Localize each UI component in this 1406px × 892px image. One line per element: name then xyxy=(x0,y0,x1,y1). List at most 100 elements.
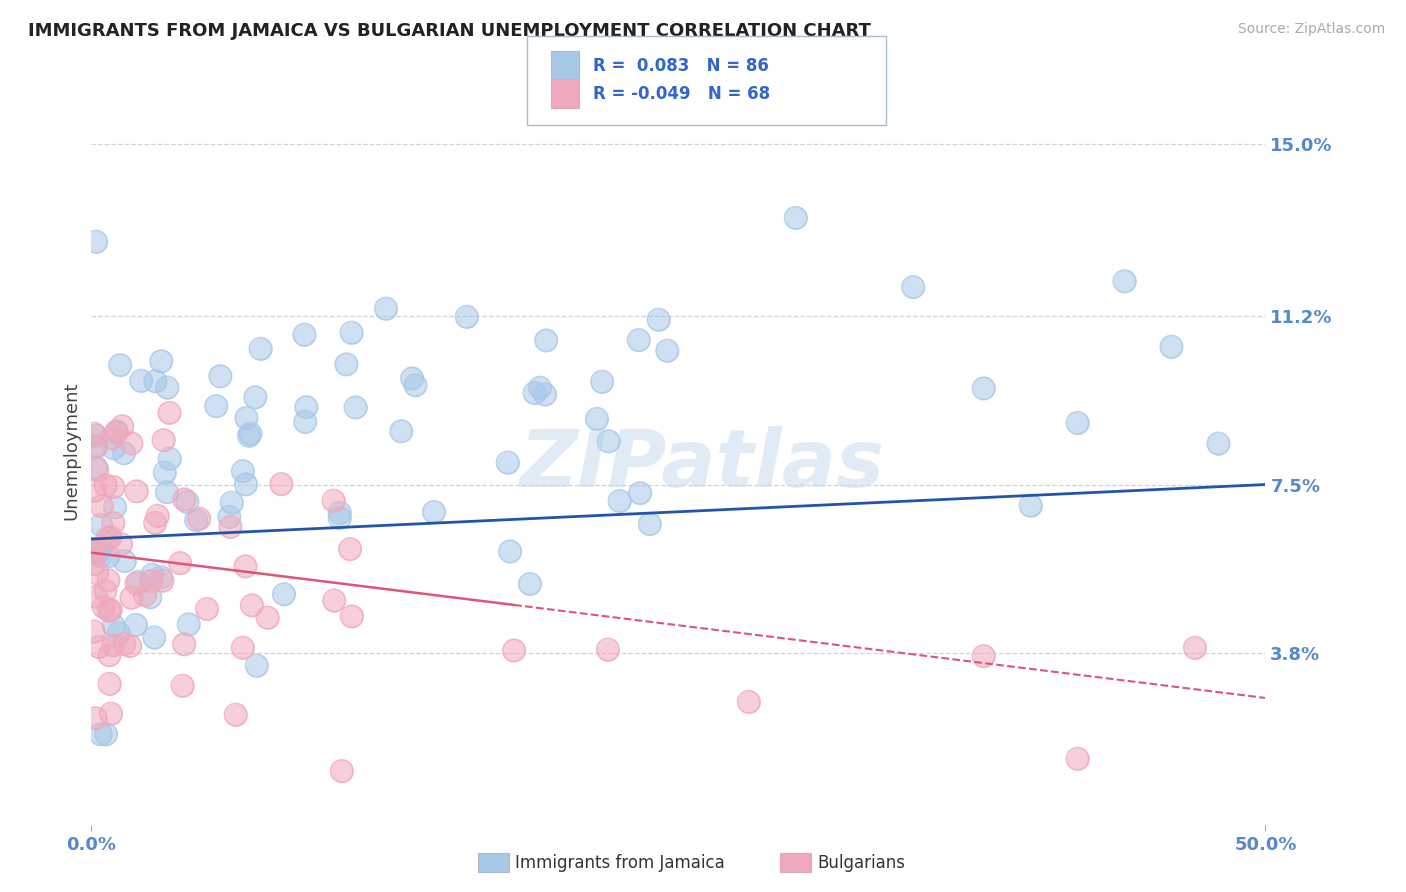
Text: R = -0.049   N = 68: R = -0.049 N = 68 xyxy=(593,85,770,103)
Point xyxy=(120,591,142,605)
Point xyxy=(120,591,142,605)
Point xyxy=(195,602,218,616)
Point xyxy=(973,649,995,664)
Point xyxy=(146,508,169,523)
Point xyxy=(499,544,522,558)
Point xyxy=(87,640,110,654)
Point xyxy=(294,415,316,429)
Point xyxy=(232,640,254,655)
Point xyxy=(785,211,807,225)
Point xyxy=(647,312,669,326)
Point xyxy=(657,343,679,358)
Point xyxy=(647,312,669,326)
Point xyxy=(235,477,257,491)
Point xyxy=(195,602,218,616)
Point xyxy=(150,354,173,368)
Point xyxy=(141,567,163,582)
Point xyxy=(1208,436,1230,450)
Point xyxy=(339,542,361,557)
Point xyxy=(1019,499,1042,513)
Point xyxy=(125,618,148,632)
Point xyxy=(125,484,148,499)
Point xyxy=(657,343,679,358)
Point xyxy=(375,301,398,316)
Text: Bulgarians: Bulgarians xyxy=(817,854,905,871)
Point xyxy=(186,513,208,527)
Text: IMMIGRANTS FROM JAMAICA VS BULGARIAN UNEMPLOYMENT CORRELATION CHART: IMMIGRANTS FROM JAMAICA VS BULGARIAN UNE… xyxy=(28,22,870,40)
Point xyxy=(188,511,211,525)
Text: ZIPatlas: ZIPatlas xyxy=(519,426,884,505)
Point xyxy=(97,549,120,563)
Point xyxy=(120,639,142,653)
Point xyxy=(499,544,522,558)
Point xyxy=(86,566,108,581)
Point xyxy=(129,374,152,388)
Point xyxy=(86,463,108,477)
Point xyxy=(329,511,352,525)
Point xyxy=(596,642,619,657)
Point xyxy=(103,480,125,494)
Point xyxy=(103,480,125,494)
Point xyxy=(173,637,195,651)
Point xyxy=(84,428,107,442)
Point xyxy=(84,590,107,604)
Point xyxy=(235,559,257,574)
Point xyxy=(94,478,117,492)
Point xyxy=(1066,416,1088,430)
Point xyxy=(125,576,148,591)
Point xyxy=(586,412,609,426)
Point xyxy=(294,327,316,342)
Point xyxy=(245,390,267,404)
Point xyxy=(627,333,650,347)
Point xyxy=(627,333,650,347)
Point xyxy=(145,374,167,388)
Point xyxy=(591,375,613,389)
Point xyxy=(973,381,995,395)
Point xyxy=(100,706,122,721)
Point xyxy=(94,583,117,598)
Point xyxy=(323,593,346,607)
Point xyxy=(177,617,200,632)
Point xyxy=(97,549,120,563)
Point xyxy=(389,424,412,438)
Point xyxy=(235,477,257,491)
Point xyxy=(294,327,316,342)
Point xyxy=(186,513,208,527)
Point xyxy=(152,574,174,588)
Point xyxy=(90,517,112,532)
Point xyxy=(628,486,651,500)
Point xyxy=(143,631,166,645)
Point xyxy=(112,637,135,651)
Point xyxy=(94,583,117,598)
Point xyxy=(103,442,125,456)
Point xyxy=(335,357,357,371)
Point xyxy=(221,496,243,510)
Point xyxy=(83,541,105,556)
Point xyxy=(93,599,115,614)
Point xyxy=(591,375,613,389)
Point xyxy=(84,547,107,561)
Point xyxy=(159,451,181,466)
Point xyxy=(901,280,924,294)
Point xyxy=(90,727,112,741)
Point xyxy=(84,711,107,725)
Point xyxy=(96,531,118,545)
Point xyxy=(340,326,363,340)
Point xyxy=(84,590,107,604)
Point xyxy=(143,631,166,645)
Point xyxy=(153,466,176,480)
Point xyxy=(523,386,546,401)
Point xyxy=(83,426,105,441)
Point xyxy=(240,599,263,613)
Point xyxy=(84,547,107,561)
Point xyxy=(239,426,262,441)
Point xyxy=(152,434,174,448)
Point xyxy=(153,466,176,480)
Point xyxy=(83,557,105,571)
Point xyxy=(329,506,352,520)
Point xyxy=(84,235,107,249)
Point xyxy=(134,588,156,602)
Point xyxy=(628,486,651,500)
Point xyxy=(246,658,269,673)
Point xyxy=(139,591,162,605)
